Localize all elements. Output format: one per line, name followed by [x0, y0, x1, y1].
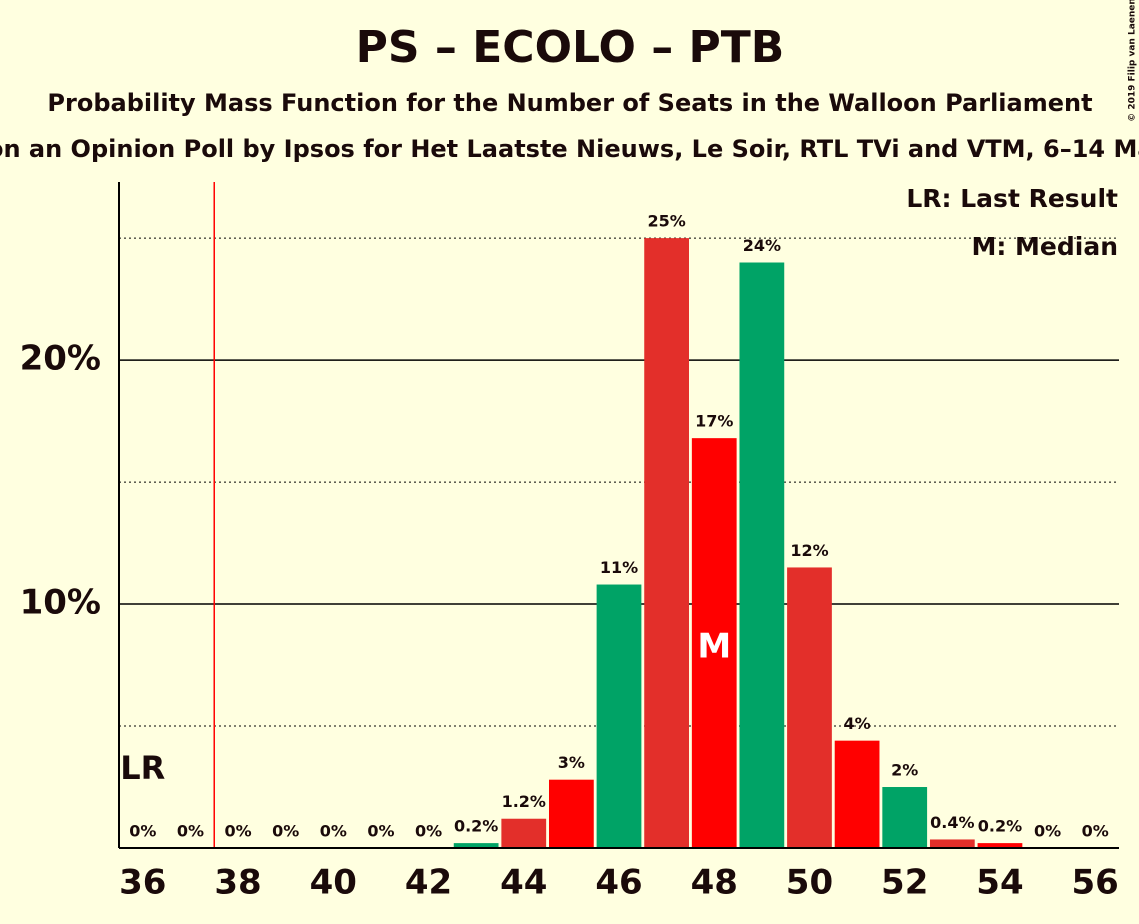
- last-result-label: LR: [120, 749, 165, 787]
- x-tick-label: 42: [405, 863, 452, 903]
- chart-title: PS – ECOLO – PTB: [356, 22, 785, 73]
- y-tick-label: 10%: [20, 583, 101, 623]
- x-tick-label: 36: [119, 863, 166, 903]
- bar: [739, 262, 785, 848]
- value-label: 0%: [272, 822, 299, 841]
- bar: [549, 779, 594, 848]
- x-tick-label: 40: [310, 863, 357, 903]
- copyright: © 2019 Filip van Laenen: [1128, 0, 1138, 122]
- bar: [453, 843, 499, 848]
- bar: [691, 438, 737, 848]
- bar: [834, 740, 880, 848]
- chart-subtitle: Probability Mass Function for the Number…: [47, 89, 1092, 117]
- legend-entry: M: Median: [971, 232, 1118, 261]
- x-tick-label: 52: [881, 863, 928, 903]
- value-label: 25%: [647, 212, 685, 231]
- value-label: 0.2%: [978, 817, 1022, 836]
- y-tick-label: 20%: [20, 339, 101, 379]
- value-label: 12%: [790, 541, 828, 560]
- value-label: 0%: [415, 822, 442, 841]
- value-label: 4%: [844, 714, 871, 733]
- x-tick-label: 46: [595, 863, 642, 903]
- value-label: 0%: [224, 822, 251, 841]
- value-label: 24%: [743, 236, 781, 255]
- x-tick-label: 50: [786, 863, 833, 903]
- value-label: 11%: [600, 558, 638, 577]
- value-label: 1.2%: [502, 792, 546, 811]
- value-label: 3%: [558, 753, 585, 772]
- chart-subtitle: Based on an Opinion Poll by Ipsos for He…: [0, 135, 1139, 163]
- value-label: 0.4%: [930, 813, 974, 832]
- bar: [882, 787, 928, 848]
- x-tick-label: 54: [976, 863, 1023, 903]
- legend-entry: LR: Last Result: [906, 184, 1118, 213]
- value-label: 0%: [367, 822, 394, 841]
- median-label: M: [697, 627, 731, 667]
- value-label: 0.2%: [454, 817, 498, 836]
- value-label: 17%: [695, 412, 733, 431]
- bar: [787, 567, 832, 848]
- value-label: 0%: [129, 822, 156, 841]
- value-label: 2%: [891, 761, 918, 780]
- value-label: 0%: [320, 822, 347, 841]
- x-tick-label: 48: [691, 863, 738, 903]
- bar: [596, 584, 642, 848]
- x-tick-label: 38: [214, 863, 261, 903]
- value-label: 0%: [177, 822, 204, 841]
- bar: [929, 839, 975, 848]
- bar: [644, 238, 689, 849]
- value-label: 0%: [1034, 822, 1061, 841]
- x-tick-label: 56: [1072, 863, 1119, 903]
- bar: [977, 843, 1023, 848]
- bar: [501, 818, 547, 848]
- x-tick-label: 44: [500, 863, 547, 903]
- value-label: 0%: [1082, 822, 1109, 841]
